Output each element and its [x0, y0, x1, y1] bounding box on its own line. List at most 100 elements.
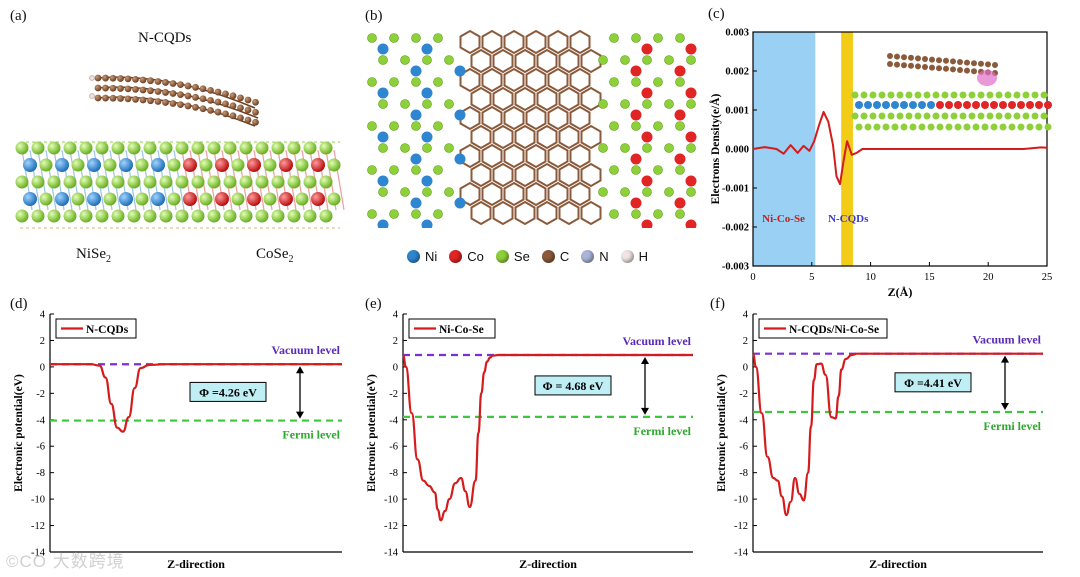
selenium-atom — [411, 121, 421, 131]
selenium-atom — [63, 209, 77, 223]
se-atom-swatch — [495, 250, 509, 263]
carbon-atom — [901, 54, 907, 61]
hydrogen-atom — [89, 93, 95, 99]
panel-a-top-caption: N-CQDs — [138, 30, 192, 46]
selenium-atom — [631, 165, 641, 175]
carbon-ring — [558, 162, 580, 188]
nickel-atom — [55, 192, 69, 206]
carbon-atom — [184, 82, 192, 90]
selenium-atom — [175, 141, 189, 155]
selenium-atom — [664, 55, 674, 65]
carbon-atom — [929, 56, 935, 63]
legend-label: Co — [467, 249, 484, 264]
carbon-ring — [580, 48, 602, 74]
x-axis-label: Z-direction — [519, 557, 577, 571]
x-axis-label: Z-direction — [167, 557, 225, 571]
selenium-atom — [167, 158, 181, 172]
selenium-atom — [31, 141, 45, 155]
selenium-atom — [303, 141, 317, 155]
cobalt-atom — [674, 153, 686, 165]
carbon-ring — [470, 48, 492, 74]
nickel-atom — [377, 87, 389, 99]
nickel-atom — [454, 153, 466, 165]
selenium-atom — [159, 209, 173, 223]
y-tick-label: -8 — [739, 468, 748, 479]
selenium-atom — [411, 77, 421, 87]
selenium-atom — [271, 209, 285, 223]
selenium-atom — [143, 141, 157, 155]
selenium-atom — [923, 112, 931, 120]
x-tick-label: 5 — [809, 272, 814, 283]
carbon-atom — [192, 83, 199, 91]
x-tick-label: 15 — [924, 272, 935, 283]
selenium-atom — [1031, 91, 1039, 99]
carbon-ring — [558, 86, 580, 112]
carbon-ring — [503, 181, 525, 207]
selenium-atom — [936, 123, 944, 131]
selenium-atom — [887, 112, 895, 120]
selenium-atom — [444, 55, 454, 65]
cobalt-atom — [685, 131, 697, 143]
arrow-head-up — [641, 356, 649, 364]
selenium-atom — [433, 77, 443, 87]
nickel-atom — [410, 109, 422, 121]
selenium-atom — [111, 175, 125, 189]
nickel-atom — [909, 101, 917, 109]
nickel-atom — [410, 65, 422, 77]
y-tick-label: -10 — [31, 495, 45, 506]
carbon-ring — [547, 143, 569, 169]
carbon-ring — [580, 124, 602, 150]
selenium-atom — [255, 141, 269, 155]
carbon-atom — [132, 75, 139, 83]
h-atom-swatch — [620, 250, 634, 263]
y-tick-label: 2 — [40, 336, 45, 347]
carbon-atom — [199, 85, 207, 93]
selenium-atom — [1013, 112, 1021, 120]
selenium-atom — [851, 112, 859, 120]
y-tick-label: 4 — [393, 310, 399, 321]
selenium-atom — [287, 175, 301, 189]
carbon-ring — [558, 200, 580, 226]
carbon-atom — [184, 102, 192, 110]
cqd-atoms — [89, 74, 259, 126]
nickel-atom — [119, 158, 133, 172]
y-tick-label: 4 — [40, 310, 46, 321]
nickel-atom — [855, 101, 863, 109]
work-function-box — [894, 372, 972, 393]
selenium-atom — [135, 192, 149, 206]
carbon-ring — [525, 67, 547, 93]
carbon-atom — [162, 79, 169, 86]
y-tick-label: -14 — [384, 548, 399, 559]
cobalt-atom — [674, 65, 686, 77]
selenium-atom — [444, 99, 454, 109]
selenium-atom — [389, 121, 399, 131]
chart-c: Ni-Co-Se N-CQDs 0.003 0.002 0.001 0.000 -0.001… — [708, 28, 1052, 300]
selenium-atom — [47, 175, 61, 189]
carbon-atom — [139, 96, 147, 104]
selenium-atom — [231, 192, 245, 206]
watermark: ©CO 大数跨境 — [6, 552, 125, 571]
cobalt-atom — [936, 101, 944, 109]
selenium-atom — [642, 99, 652, 109]
selenium-atom — [367, 33, 377, 43]
selenium-atom — [378, 187, 388, 197]
cobalt-atom — [630, 153, 642, 165]
nickel-atom — [873, 101, 881, 109]
y-tick-label: -4 — [739, 415, 748, 426]
cobalt-atom — [1035, 101, 1043, 109]
c-atom-swatch — [541, 250, 555, 263]
cobalt-atom — [963, 101, 971, 109]
carbon-ring — [536, 86, 558, 112]
cobalt-atom — [279, 158, 293, 172]
carbon-atom — [222, 100, 229, 108]
selenium-atom — [39, 158, 53, 172]
carbon-ring — [459, 143, 481, 169]
carbon-atom — [908, 54, 914, 61]
selenium-atom — [287, 209, 301, 223]
selenium-atom — [63, 175, 77, 189]
carbon-atom — [971, 68, 977, 75]
carbon-atom — [964, 67, 970, 74]
carbon-atom — [244, 106, 252, 114]
n-atom-swatch — [581, 250, 595, 263]
y-tick-label: -2 — [739, 389, 748, 400]
